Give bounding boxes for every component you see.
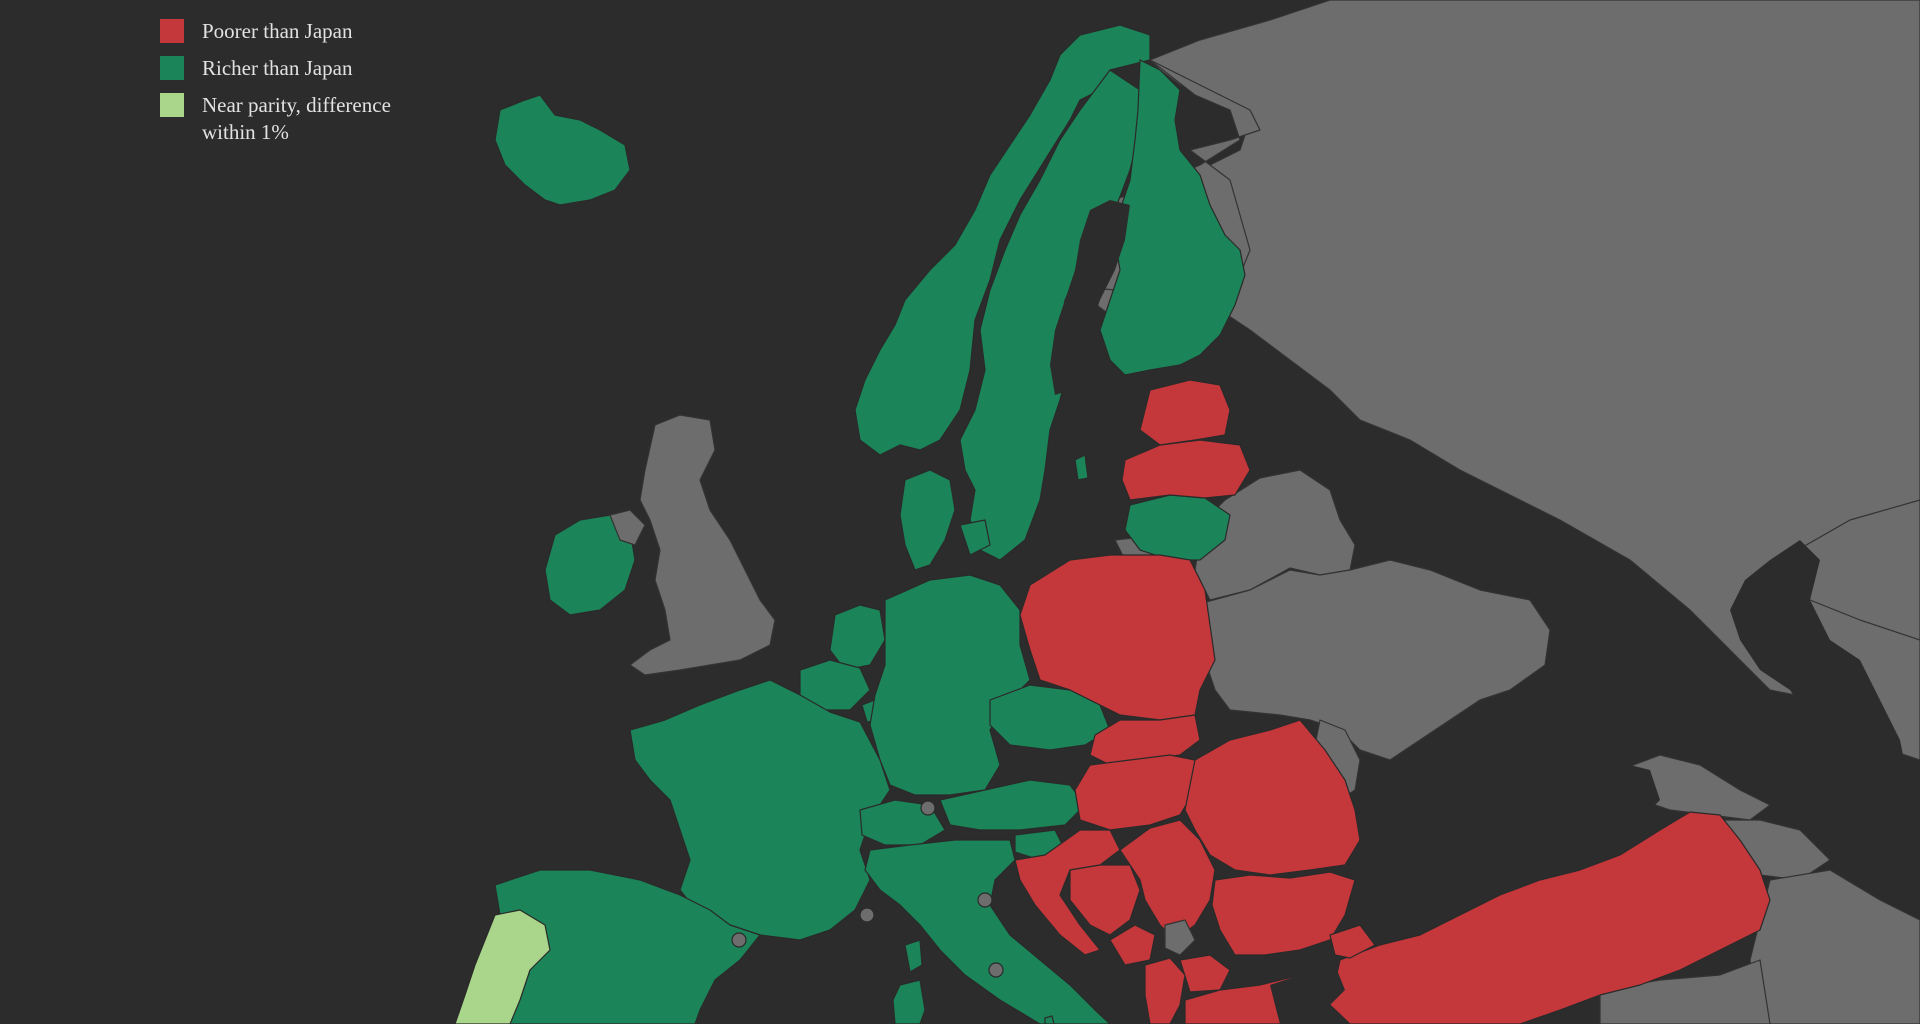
country-italy xyxy=(864,839,1111,1024)
legend-item-richer: Richer than Japan xyxy=(160,55,422,82)
country-montenegro xyxy=(1109,924,1156,966)
country-denmark-islands xyxy=(959,519,991,556)
country-germany xyxy=(869,574,1031,796)
country-croatia xyxy=(1014,829,1121,956)
microstate-vatican xyxy=(988,962,1004,978)
country-denmark xyxy=(899,469,956,571)
black-sea xyxy=(1360,675,1660,880)
country-slovakia xyxy=(1089,714,1201,766)
microstate-monaco xyxy=(859,907,875,923)
country-syria-iraq xyxy=(1599,959,1771,1024)
legend-label-richer: Richer than Japan xyxy=(202,56,353,80)
country-serbia xyxy=(1119,819,1216,941)
microstate-san-marino xyxy=(977,892,993,908)
legend-label-poorer: Poorer than Japan xyxy=(202,19,353,43)
microstate-andorra xyxy=(731,932,747,948)
country-italy-sardinia xyxy=(892,979,926,1024)
country-poland xyxy=(1019,554,1216,721)
legend-item-poorer: Poorer than Japan xyxy=(160,18,422,45)
country-romania xyxy=(1184,719,1361,876)
country-united-kingdom xyxy=(629,414,776,676)
country-turkey-thrace xyxy=(1329,924,1376,959)
legend-swatch-poorer xyxy=(160,19,184,43)
aegean-sea xyxy=(1270,965,1345,1024)
country-northern-ireland xyxy=(609,509,646,546)
microstate-liechtenstein xyxy=(920,800,936,816)
map-legend: Poorer than Japan Richer than Japan Near… xyxy=(160,18,422,156)
country-ukraine xyxy=(1194,559,1551,761)
country-portugal xyxy=(454,909,551,1024)
country-estonia-island xyxy=(1074,454,1089,481)
country-bulgaria xyxy=(1211,871,1356,956)
country-bosnia xyxy=(1069,864,1141,936)
country-north-macedonia xyxy=(1179,954,1231,993)
country-estonia xyxy=(1139,379,1231,446)
country-turkey xyxy=(1329,811,1771,1024)
country-iran xyxy=(1749,869,1920,1024)
legend-swatch-parity xyxy=(160,93,184,117)
legend-item-parity: Near parity, difference within 1% xyxy=(160,92,422,146)
country-ireland xyxy=(544,514,636,616)
country-malta xyxy=(1044,1015,1055,1024)
country-netherlands xyxy=(829,604,886,671)
legend-label-parity: Near parity, difference within 1% xyxy=(202,93,391,144)
legend-swatch-richer xyxy=(160,56,184,80)
country-france-corsica xyxy=(904,939,923,973)
country-iceland xyxy=(494,94,631,206)
country-france xyxy=(629,679,891,941)
caspian-sea xyxy=(1730,540,1910,820)
country-norway xyxy=(854,24,1151,456)
country-austria xyxy=(939,779,1086,831)
gulf-of-bothnia xyxy=(1050,200,1130,395)
country-kosovo xyxy=(1164,919,1196,956)
country-albania xyxy=(1144,957,1186,1024)
